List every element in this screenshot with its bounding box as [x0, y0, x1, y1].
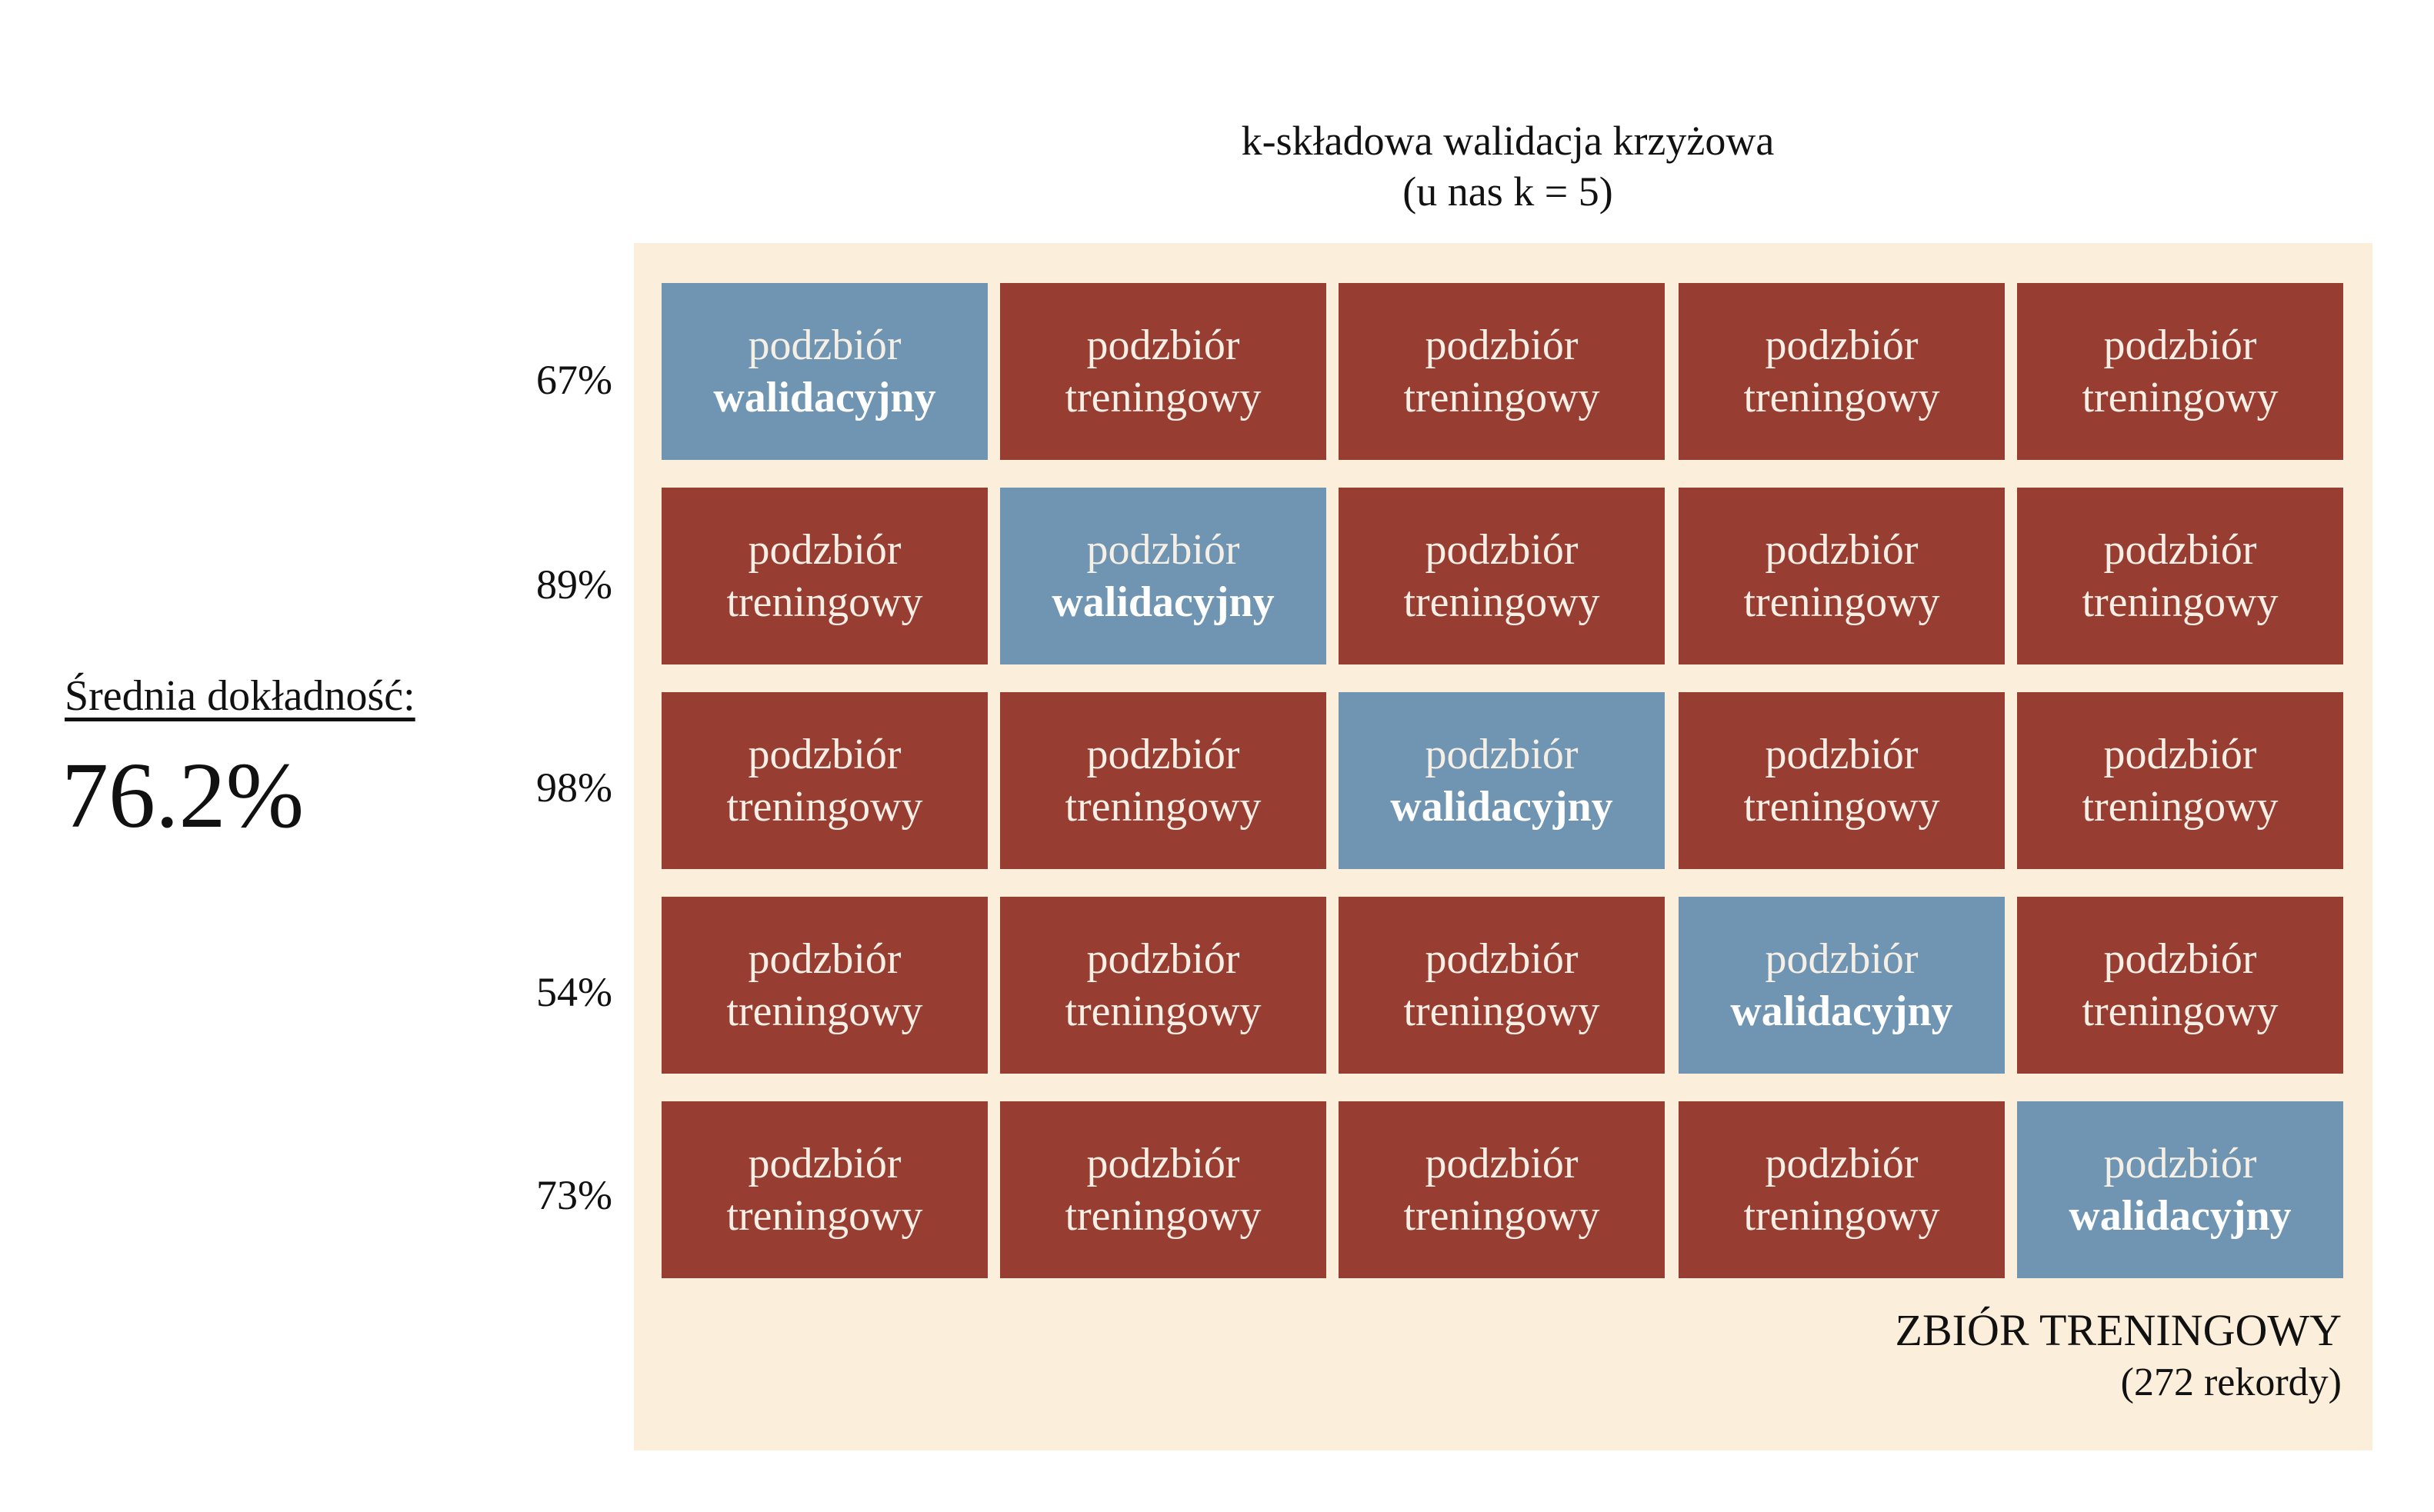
training-word: treningowy	[2082, 374, 2279, 421]
subset-word: podzbiór	[1086, 1140, 1240, 1187]
dataset-count: (272 rekordy)	[2120, 1360, 2342, 1404]
subset-word: podzbiór	[1765, 526, 1919, 574]
validation-word: walidacyjny	[1390, 783, 1613, 831]
training-subset-cell: podzbiór treningowy	[1679, 488, 2005, 664]
subset-word: podzbiór	[2103, 935, 2257, 983]
fold-accuracy: 54%	[536, 969, 612, 1015]
training-word: treningowy	[1743, 783, 1940, 831]
training-subset-cell: podzbiór treningowy	[662, 1101, 988, 1278]
training-word: treningowy	[1403, 578, 1600, 626]
subset-word: podzbiór	[2103, 731, 2257, 778]
dataset-caption: ZBIÓR TRENINGOWY (272 rekordy)	[1896, 1303, 2342, 1407]
average-accuracy-label: Średnia dokładność:	[65, 672, 415, 720]
subset-word: podzbiór	[748, 731, 902, 778]
training-subset-cell: podzbiór treningowy	[662, 488, 988, 664]
training-subset-cell: podzbiór treningowy	[1679, 1101, 2005, 1278]
training-subset-cell: podzbiór treningowy	[2017, 692, 2343, 869]
training-subset-cell: podzbiór treningowy	[2017, 488, 2343, 664]
training-word: treningowy	[1065, 374, 1262, 421]
training-subset-cell: podzbiór treningowy	[1339, 488, 1665, 664]
validation-word: walidacyjny	[1052, 578, 1275, 626]
subset-word: podzbiór	[2103, 321, 2257, 369]
training-word: treningowy	[2082, 783, 2279, 831]
subset-word: podzbiór	[1086, 935, 1240, 983]
training-subset-cell: podzbiór treningowy	[2017, 897, 2343, 1074]
subset-word: podzbiór	[1765, 321, 1919, 369]
training-word: treningowy	[1743, 578, 1940, 626]
subset-word: podzbiór	[748, 321, 902, 369]
validation-word: walidacyjny	[2069, 1192, 2292, 1240]
training-subset-cell: podzbiór treningowy	[2017, 283, 2343, 460]
training-word: treningowy	[2082, 987, 2279, 1035]
subset-word: podzbiór	[748, 526, 902, 574]
validation-word: walidacyjny	[1730, 987, 1953, 1035]
validation-subset-cell: podzbiór walidacyjny	[1679, 897, 2005, 1074]
training-word: treningowy	[1403, 1192, 1600, 1240]
subset-word: podzbiór	[1425, 1140, 1579, 1187]
title-line-1: k-składowa walidacja krzyżowa	[1241, 118, 1775, 164]
fold-accuracy: 67%	[536, 357, 612, 403]
training-subset-cell: podzbiór treningowy	[1679, 283, 2005, 460]
subset-word: podzbiór	[1086, 731, 1240, 778]
subset-word: podzbiór	[1086, 526, 1240, 574]
subset-word: podzbiór	[1765, 935, 1919, 983]
training-word: treningowy	[726, 783, 923, 831]
training-subset-cell: podzbiór treningowy	[662, 897, 988, 1074]
validation-subset-cell: podzbiór walidacyjny	[662, 283, 988, 460]
training-word: treningowy	[1065, 1192, 1262, 1240]
fold-accuracy: 89%	[536, 561, 612, 608]
training-subset-cell: podzbiór treningowy	[1000, 283, 1326, 460]
subset-word: podzbiór	[1086, 321, 1240, 369]
training-subset-cell: podzbiór treningowy	[1339, 1101, 1665, 1278]
training-word: treningowy	[1065, 783, 1262, 831]
training-subset-cell: podzbiór treningowy	[1339, 283, 1665, 460]
validation-subset-cell: podzbiór walidacyjny	[2017, 1101, 2343, 1278]
subset-word: podzbiór	[748, 1140, 902, 1187]
training-word: treningowy	[1403, 374, 1600, 421]
average-accuracy-value: 76.2%	[62, 744, 305, 848]
subset-word: podzbiór	[1425, 935, 1579, 983]
training-word: treningowy	[1403, 987, 1600, 1035]
subset-word: podzbiór	[1425, 731, 1579, 778]
training-subset-cell: podzbiór treningowy	[1000, 692, 1326, 869]
training-word: treningowy	[1743, 1192, 1940, 1240]
training-word: treningowy	[1065, 987, 1262, 1035]
training-word: treningowy	[726, 578, 923, 626]
validation-subset-cell: podzbiór walidacyjny	[1339, 692, 1665, 869]
diagram-title: k-składowa walidacja krzyżowa (u nas k =…	[1077, 115, 1939, 217]
subset-word: podzbiór	[2103, 526, 2257, 574]
validation-subset-cell: podzbiór walidacyjny	[1000, 488, 1326, 664]
dataset-name: ZBIÓR TRENINGOWY	[1895, 1305, 2342, 1355]
fold-accuracy: 98%	[536, 764, 612, 811]
subset-word: podzbiór	[1765, 1140, 1919, 1187]
training-word: treningowy	[2082, 578, 2279, 626]
training-subset-cell: podzbiór treningowy	[1679, 692, 2005, 869]
subset-word: podzbiór	[1425, 526, 1579, 574]
training-subset-cell: podzbiór treningowy	[662, 692, 988, 869]
subset-word: podzbiór	[1425, 321, 1579, 369]
fold-accuracy: 73%	[536, 1172, 612, 1218]
training-word: treningowy	[726, 1192, 923, 1240]
subset-word: podzbiór	[748, 935, 902, 983]
subset-word: podzbiór	[2103, 1140, 2257, 1187]
training-subset-cell: podzbiór treningowy	[1000, 1101, 1326, 1278]
training-subset-cell: podzbiór treningowy	[1339, 897, 1665, 1074]
training-subset-cell: podzbiór treningowy	[1000, 897, 1326, 1074]
subset-word: podzbiór	[1765, 731, 1919, 778]
training-word: treningowy	[1743, 374, 1940, 421]
training-word: treningowy	[726, 987, 923, 1035]
title-line-2: (u nas k = 5)	[1402, 168, 1613, 215]
validation-word: walidacyjny	[713, 374, 936, 421]
